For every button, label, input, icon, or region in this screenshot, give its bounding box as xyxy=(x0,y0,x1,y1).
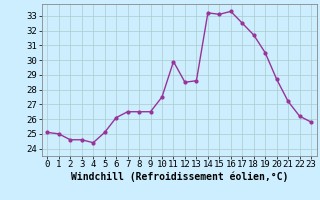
X-axis label: Windchill (Refroidissement éolien,°C): Windchill (Refroidissement éolien,°C) xyxy=(70,172,288,182)
